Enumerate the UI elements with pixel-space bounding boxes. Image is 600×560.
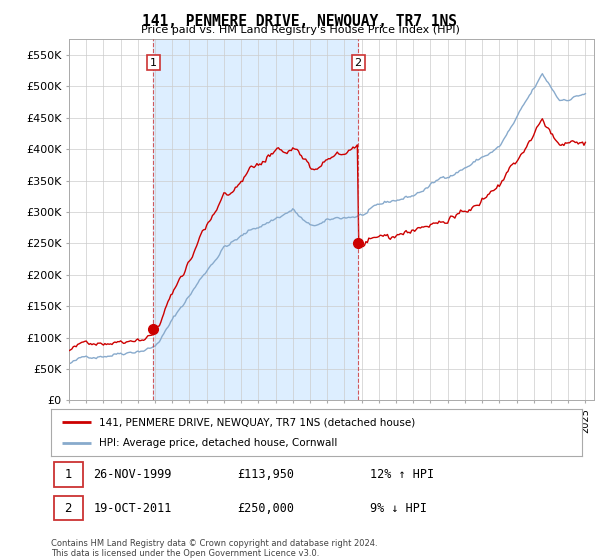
FancyBboxPatch shape (53, 496, 83, 520)
Text: £250,000: £250,000 (237, 502, 294, 515)
Text: Price paid vs. HM Land Registry's House Price Index (HPI): Price paid vs. HM Land Registry's House … (140, 25, 460, 35)
Text: 1: 1 (64, 468, 72, 481)
Text: 141, PENMERE DRIVE, NEWQUAY, TR7 1NS (detached house): 141, PENMERE DRIVE, NEWQUAY, TR7 1NS (de… (99, 417, 415, 427)
Text: 141, PENMERE DRIVE, NEWQUAY, TR7 1NS: 141, PENMERE DRIVE, NEWQUAY, TR7 1NS (143, 14, 458, 29)
Text: 12% ↑ HPI: 12% ↑ HPI (370, 468, 434, 481)
Text: 19-OCT-2011: 19-OCT-2011 (94, 502, 172, 515)
Text: 9% ↓ HPI: 9% ↓ HPI (370, 502, 427, 515)
Text: 26-NOV-1999: 26-NOV-1999 (94, 468, 172, 481)
Text: 1: 1 (150, 58, 157, 68)
Bar (154, 39, 358, 400)
Text: £113,950: £113,950 (237, 468, 294, 481)
FancyBboxPatch shape (53, 462, 83, 487)
Text: HPI: Average price, detached house, Cornwall: HPI: Average price, detached house, Corn… (99, 438, 337, 448)
Text: 2: 2 (64, 502, 72, 515)
Text: 2: 2 (355, 58, 362, 68)
Text: Contains HM Land Registry data © Crown copyright and database right 2024.
This d: Contains HM Land Registry data © Crown c… (51, 539, 377, 558)
